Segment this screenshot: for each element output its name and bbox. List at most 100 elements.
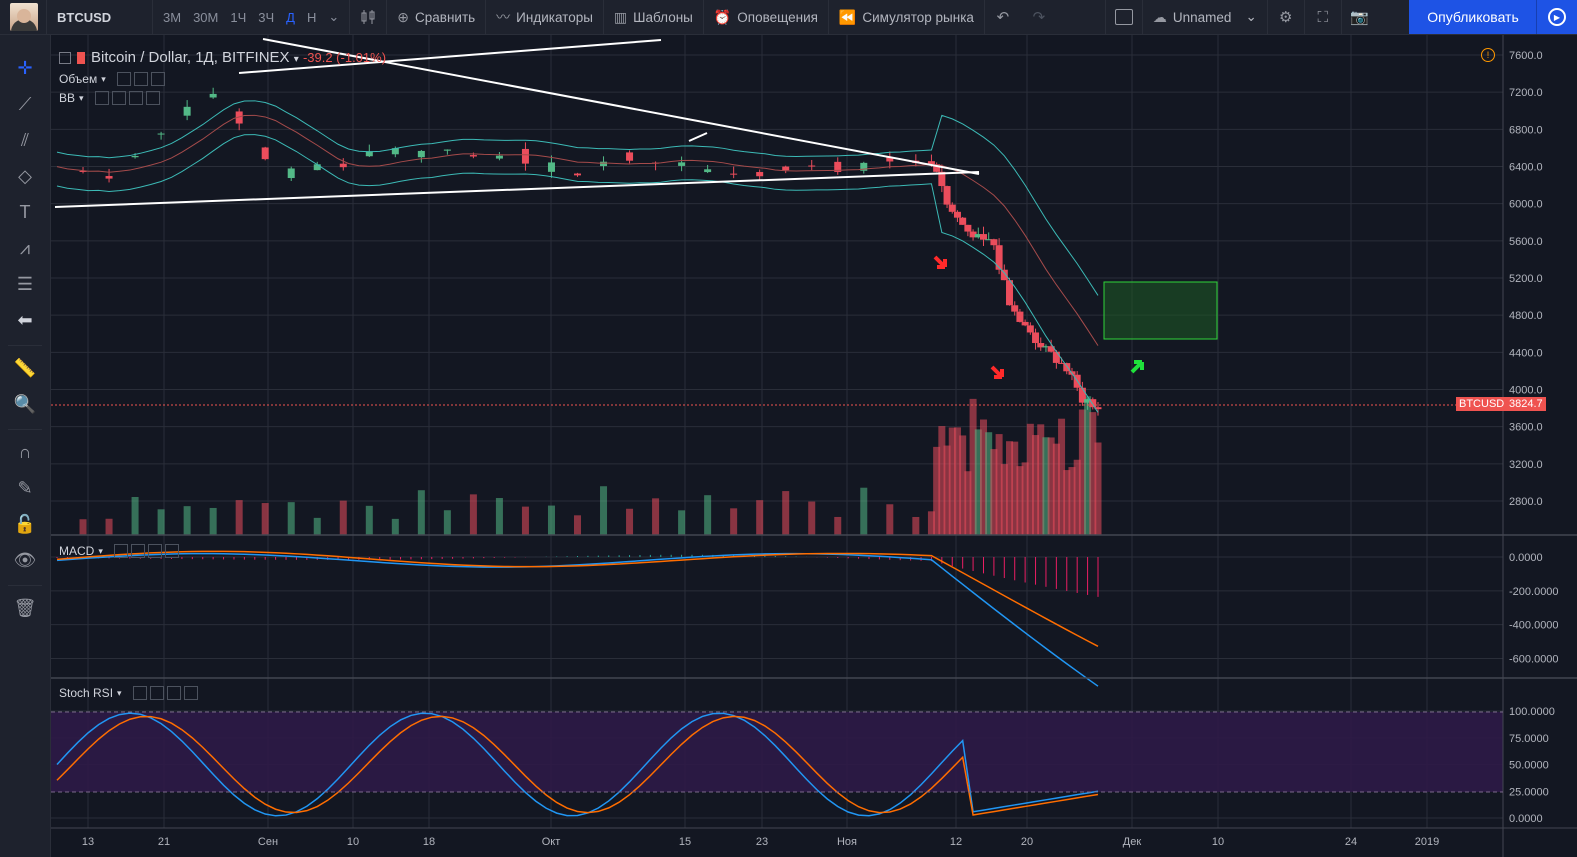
camera-icon[interactable]: 📷 [1350, 9, 1370, 26]
trendline-icon[interactable]: ⟋ [18, 93, 32, 114]
chevron-down-icon[interactable]: ▾ [293, 54, 299, 65]
red-arrow-down-icon[interactable] [933, 255, 947, 269]
stoch-tick: 50.0000 [1509, 760, 1549, 772]
volume-bar [287, 502, 295, 535]
volume-bar [808, 501, 816, 535]
bb-upper [56, 100, 1099, 296]
volume-bar [1000, 464, 1008, 535]
indicators-button[interactable]: 〰 Индикаторы [496, 9, 593, 25]
move-icon[interactable] [166, 686, 181, 700]
lock-icon[interactable]: 🔓 [13, 513, 37, 534]
candle-body [79, 170, 87, 172]
eye-icon[interactable] [94, 91, 109, 105]
candle-body [1011, 305, 1019, 312]
move-icon[interactable] [128, 91, 143, 105]
ruler-icon[interactable]: 📏 [13, 357, 37, 378]
stoch-legend[interactable]: Stoch RSI ▾ [59, 686, 198, 700]
brush-shapes-icon[interactable]: ◇ [18, 165, 32, 186]
replay-button[interactable]: ⏪ Симулятор рынка [838, 8, 974, 25]
collapse-icon[interactable] [59, 52, 71, 65]
templates-button[interactable]: ▥ Шаблоны [613, 8, 693, 25]
alarm-clock-icon: ⏰ [713, 8, 732, 25]
trendline-short[interactable] [688, 132, 708, 142]
eye-icon[interactable] [113, 544, 128, 558]
pattern-icon[interactable]: ⩘ [19, 237, 31, 258]
volume-bar [469, 494, 477, 535]
volume-bar [79, 519, 87, 535]
gear-icon[interactable]: ⚙ [1279, 9, 1293, 26]
timeframe-3m[interactable]: 3М [163, 9, 182, 25]
eye-icon[interactable] [116, 72, 131, 86]
macd-legend[interactable]: MACD ▾ [59, 544, 179, 558]
timeframe-3h[interactable]: 3Ч [258, 9, 275, 25]
fib-levels-icon[interactable]: ☰ [16, 273, 34, 294]
gear-icon[interactable] [149, 686, 164, 700]
bb-lower [56, 134, 1099, 413]
close-icon[interactable] [150, 72, 165, 86]
text-tool-icon[interactable]: T [19, 201, 31, 222]
arrow-left-icon[interactable]: ⬅ [17, 309, 33, 330]
symbol-search[interactable]: BTCUSD [57, 9, 112, 25]
close-icon[interactable] [145, 91, 160, 105]
volume-bar [131, 496, 139, 535]
pencil-lock-icon[interactable]: ✎ [17, 477, 33, 498]
candles-icon[interactable] [350, 0, 386, 34]
candle-body [995, 245, 1003, 270]
play-button[interactable]: ▶ [1536, 0, 1577, 34]
layout-square-icon[interactable] [1106, 0, 1142, 34]
chart-legend: Bitcoin / Dollar, 1Д, BITFINEX ▾ -39.2 (… [59, 49, 386, 66]
volume-legend[interactable]: Объем ▾ [59, 72, 165, 86]
gear-icon[interactable] [111, 91, 126, 105]
chart-area[interactable]: 7600.0 7200.0 6800.0 6400.0 6000.0 5600.0 5200… [51, 35, 1577, 857]
user-avatar[interactable] [10, 3, 38, 31]
volume-bar [1042, 437, 1050, 535]
macd-line [56, 552, 1099, 687]
move-icon[interactable] [147, 544, 162, 558]
crosshair-icon[interactable]: ✛ [17, 57, 33, 78]
symbol-title[interactable]: Bitcoin / Dollar, 1Д, BITFINEX [91, 49, 290, 66]
pitchfork-icon[interactable]: ⫽ [20, 129, 30, 150]
volume-bar [600, 486, 608, 535]
eye-icon[interactable] [132, 686, 147, 700]
eye-icon[interactable]: 👁 [13, 549, 37, 570]
trash-icon[interactable]: 🗑 [13, 597, 37, 618]
gear-icon[interactable] [133, 72, 148, 86]
warning-icon[interactable]: ! [1481, 48, 1495, 62]
candle-body [209, 93, 217, 98]
volume-bar [886, 504, 894, 535]
redo-icon[interactable]: ↷ [1032, 9, 1046, 26]
bb-legend[interactable]: BB ▾ [59, 91, 160, 105]
candle-body [1000, 269, 1008, 281]
trendline-upper[interactable] [238, 39, 662, 74]
timeframe-1h[interactable]: 1Ч [230, 9, 247, 25]
trendline-support[interactable] [54, 171, 980, 208]
stoch-tick: 75.0000 [1509, 733, 1549, 745]
layout-name-dropdown[interactable]: ☁ Unnamed ⌄ [1152, 8, 1257, 25]
red-arrow-down-icon[interactable] [990, 365, 1004, 379]
target-zone-rectangle[interactable] [1103, 281, 1218, 340]
publish-button[interactable]: Опубликовать [1409, 0, 1537, 34]
volume-bar [730, 508, 738, 535]
close-icon[interactable] [164, 544, 179, 558]
volume-bar [157, 509, 165, 535]
gear-icon[interactable] [130, 544, 145, 558]
candle-body [933, 164, 941, 172]
timeframe-30m[interactable]: 30М [193, 9, 219, 25]
zoom-in-icon[interactable]: 🔍 [13, 393, 37, 414]
green-arrow-up-icon[interactable] [1130, 360, 1144, 374]
candle-body [261, 147, 269, 160]
chevron-down-icon[interactable]: ⌄ [328, 9, 340, 24]
timeframe-week[interactable]: Н [306, 9, 317, 25]
candle-body [943, 186, 951, 205]
compare-button[interactable]: ⊕ Сравнить [397, 8, 476, 25]
candle-body [860, 162, 868, 171]
undo-icon[interactable]: ↶ [996, 9, 1010, 26]
close-icon[interactable] [183, 686, 198, 700]
alerts-button[interactable]: ⏰ Оповещения [713, 8, 818, 25]
fullscreen-icon[interactable]: ⛶ [1317, 8, 1329, 26]
stoch-d-line [56, 715, 1099, 816]
timeframe-day[interactable]: Д [286, 9, 295, 25]
magnet-icon[interactable]: ∩ [18, 441, 32, 462]
rewind-icon: ⏪ [838, 8, 857, 25]
volume-bars [79, 396, 1102, 535]
